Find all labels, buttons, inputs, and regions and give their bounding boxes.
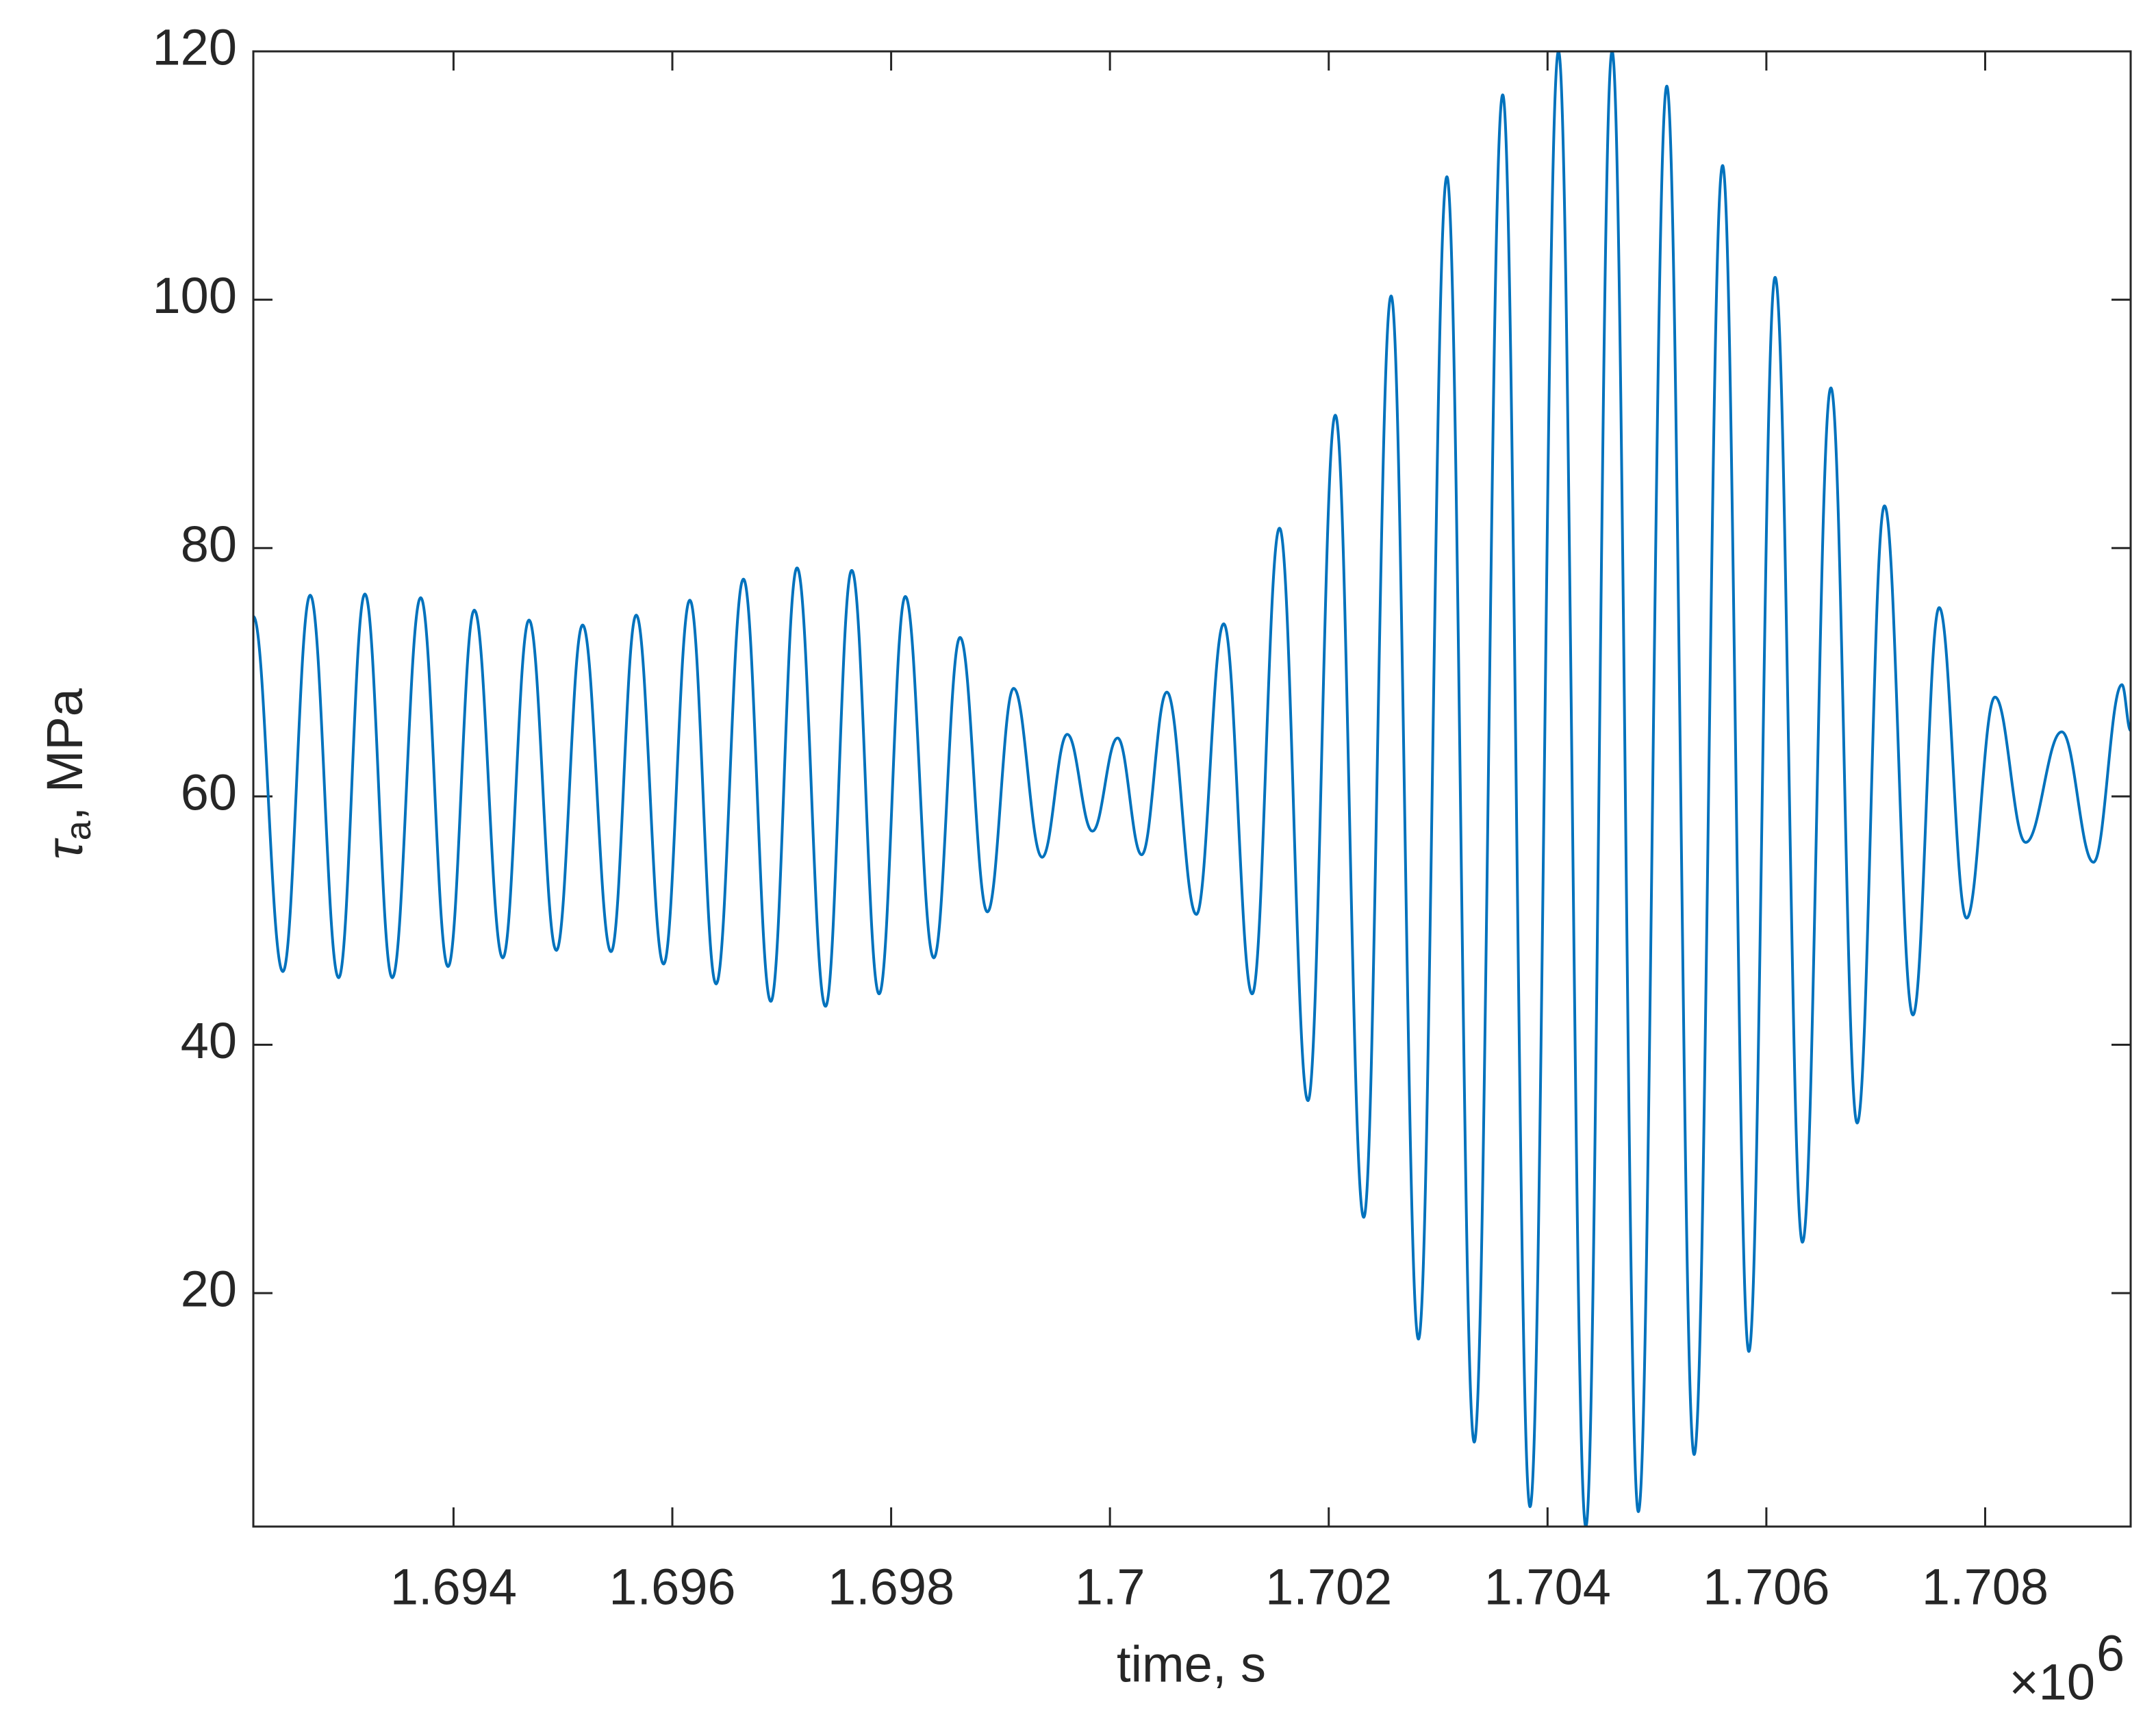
x-tick-label: 1.698 [828, 1559, 954, 1616]
y-tick-label: 60 [181, 764, 237, 820]
y-tick-label: 120 [153, 19, 237, 76]
y-tick-label: 80 [181, 516, 237, 573]
x-multiplier-exponent: 6 [2096, 1625, 2125, 1682]
y-label-text: , MPa [36, 688, 93, 820]
x-tick-label: 1.708 [1922, 1559, 2049, 1616]
x-axis-label: time, s [1117, 1636, 1266, 1693]
y-tick-label: 100 [153, 267, 237, 324]
y-tick-label: 40 [181, 1012, 237, 1069]
x-tick-label: 1.7 [1075, 1559, 1145, 1616]
x-tick-label: 1.702 [1265, 1559, 1392, 1616]
y-label-symbol: τ [36, 838, 93, 860]
x-multiplier: ×10 [2009, 1654, 2095, 1711]
axes-box [252, 50, 2132, 1528]
y-axis-label: τa, MPa [36, 688, 99, 860]
data-line [253, 51, 2131, 1527]
y-tick-label: 20 [181, 1261, 237, 1318]
x-tick-label: 1.704 [1484, 1559, 1611, 1616]
x-tick-label: 1.696 [609, 1559, 735, 1616]
x-tick-label: 1.694 [390, 1559, 517, 1616]
x-tick-label: 1.706 [1703, 1559, 1829, 1616]
y-label-subscript: a [59, 820, 99, 840]
